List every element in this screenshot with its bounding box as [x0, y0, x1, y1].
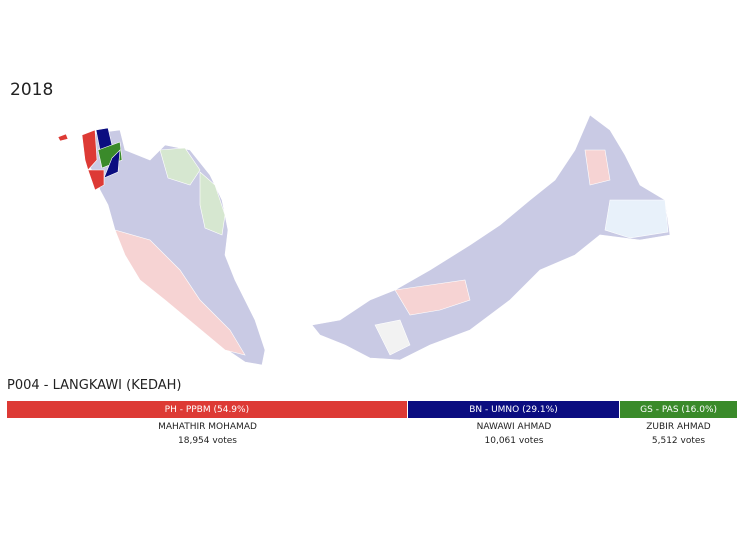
kelantan-gs-region[interactable]	[159, 147, 201, 186]
vote-share-bar: PH - PPBM (54.9%) BN - UMNO (29.1%) GS -…	[7, 401, 737, 418]
borneo-sarawak-sabah[interactable]	[311, 114, 671, 361]
seat-title: P004 - LANGKAWI (KEDAH)	[7, 378, 182, 393]
candidate-votes: 5,512 votes	[651, 436, 706, 446]
sarawak-ph-region[interactable]	[394, 279, 471, 316]
candidate-name: NAWAWI AHMAD	[476, 422, 552, 432]
west-coast-ph-region[interactable]	[114, 229, 246, 356]
langkawi-seat[interactable]	[57, 133, 69, 142]
candidate-name: MAHATHIR MOHAMAD	[158, 422, 257, 432]
kedah-ph-seat-2[interactable]	[87, 169, 105, 191]
malaysia-constituency-map[interactable]	[0, 0, 750, 400]
kedah-bn-seat-2[interactable]	[103, 149, 121, 179]
gs-share-segment[interactable]: GS - PAS (16.0%)	[620, 401, 737, 418]
candidate-ph: MAHATHIR MOHAMAD 18,954 votes	[7, 420, 408, 448]
sabah-east-region[interactable]	[604, 199, 669, 239]
candidate-votes: 18,954 votes	[178, 436, 237, 446]
ph-share-segment[interactable]: PH - PPBM (54.9%)	[7, 401, 408, 418]
bn-share-segment[interactable]: BN - UMNO (29.1%)	[407, 401, 621, 418]
terengganu-gs-region[interactable]	[199, 171, 226, 236]
sabah-ph-region[interactable]	[584, 149, 611, 186]
kedah-ph-seat[interactable]	[81, 129, 98, 171]
candidate-name: ZUBIR AHMAD	[646, 422, 711, 432]
candidate-bn: NAWAWI AHMAD 10,061 votes	[408, 420, 620, 448]
candidate-gs: ZUBIR AHMAD 5,512 votes	[620, 420, 737, 448]
peninsular-malaysia[interactable]	[81, 129, 266, 366]
candidate-votes: 10,061 votes	[484, 436, 544, 446]
year-title: 2018	[10, 80, 54, 100]
kuching-region[interactable]	[374, 319, 411, 356]
